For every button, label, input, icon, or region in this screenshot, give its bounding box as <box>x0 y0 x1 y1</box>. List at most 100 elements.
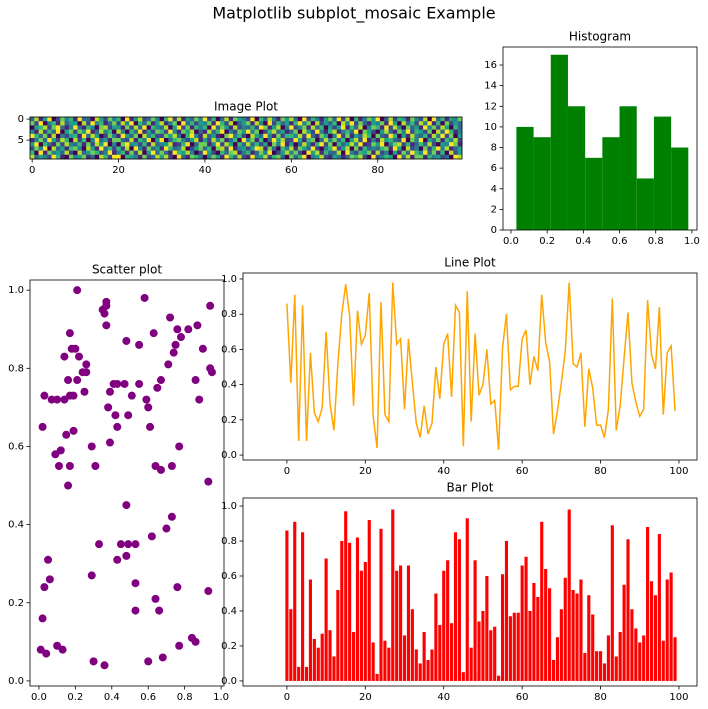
cell <box>51 133 57 139</box>
cell <box>276 133 281 139</box>
bar <box>410 609 414 681</box>
bar <box>618 631 622 681</box>
cell <box>90 117 96 122</box>
cell <box>30 117 35 122</box>
cell <box>73 121 78 126</box>
cell <box>38 133 44 139</box>
cell <box>120 154 126 160</box>
cell <box>345 138 350 143</box>
x-tick-label: 0.4 <box>104 692 120 703</box>
cell <box>362 133 368 139</box>
cell <box>99 154 104 160</box>
bar <box>457 539 461 681</box>
cell <box>237 154 242 160</box>
cell <box>34 146 39 151</box>
cell <box>125 150 130 156</box>
cell <box>319 125 325 130</box>
cell <box>107 133 113 139</box>
cell <box>103 121 109 126</box>
cell <box>258 142 264 147</box>
cell <box>310 142 316 147</box>
x-tick-label: 60 <box>285 165 298 176</box>
point <box>191 637 200 646</box>
cell <box>284 117 290 122</box>
cell <box>107 150 113 156</box>
cell <box>293 133 299 139</box>
cell <box>297 146 303 151</box>
cell <box>431 150 437 156</box>
point <box>131 579 140 588</box>
cell <box>444 146 450 151</box>
cell <box>224 142 230 147</box>
cell <box>457 133 463 139</box>
cell <box>94 142 100 147</box>
y-tick-label: 0.6 <box>221 344 237 355</box>
cell <box>163 150 169 156</box>
cell <box>271 142 277 147</box>
cell <box>397 125 402 130</box>
cell <box>228 129 234 135</box>
cell <box>405 121 411 126</box>
cell <box>220 138 225 143</box>
cell <box>345 146 350 151</box>
bar <box>551 659 556 681</box>
cell <box>107 142 113 147</box>
cell <box>202 117 208 122</box>
cell <box>77 146 83 151</box>
cell <box>310 150 316 156</box>
point <box>53 395 62 404</box>
cell <box>405 154 411 160</box>
bar <box>500 574 505 681</box>
cell <box>280 121 286 126</box>
cell <box>444 142 450 147</box>
x-tick-label: 80 <box>594 466 607 477</box>
cell <box>336 138 342 143</box>
cell <box>388 121 394 126</box>
cell <box>125 142 130 147</box>
point <box>162 524 171 533</box>
cell <box>250 133 255 139</box>
cell <box>42 125 48 130</box>
cell <box>138 150 143 156</box>
cell <box>276 125 281 130</box>
point <box>167 462 176 471</box>
cell <box>30 121 35 126</box>
cell <box>414 154 420 160</box>
cell <box>163 117 169 122</box>
cell <box>155 150 160 156</box>
cell <box>280 133 286 139</box>
cell <box>150 138 156 143</box>
bar <box>636 178 654 230</box>
cell <box>60 150 65 156</box>
cell <box>81 142 87 147</box>
cell <box>453 125 458 130</box>
subplot: Image Plot 0 20 40 60 80 0 5 <box>18 100 463 176</box>
cell <box>64 138 70 143</box>
cell <box>125 138 130 143</box>
point <box>173 325 182 334</box>
cell <box>388 154 394 160</box>
cell <box>410 133 415 139</box>
cell <box>81 125 87 130</box>
cell <box>42 142 48 147</box>
point <box>142 395 151 404</box>
cell <box>323 146 329 151</box>
cell <box>414 150 420 156</box>
cell <box>397 129 402 135</box>
cell <box>163 138 169 143</box>
bar <box>465 518 469 681</box>
cell <box>267 129 273 135</box>
bar <box>665 579 669 681</box>
cell <box>328 142 333 147</box>
cell <box>431 142 437 147</box>
cell <box>263 117 268 122</box>
point <box>206 301 215 310</box>
cell <box>60 125 65 130</box>
cell <box>146 121 152 126</box>
bar <box>344 511 348 681</box>
bar <box>363 562 367 681</box>
cell <box>211 154 217 160</box>
cell <box>146 142 152 147</box>
cell <box>51 121 57 126</box>
cell <box>444 129 450 135</box>
